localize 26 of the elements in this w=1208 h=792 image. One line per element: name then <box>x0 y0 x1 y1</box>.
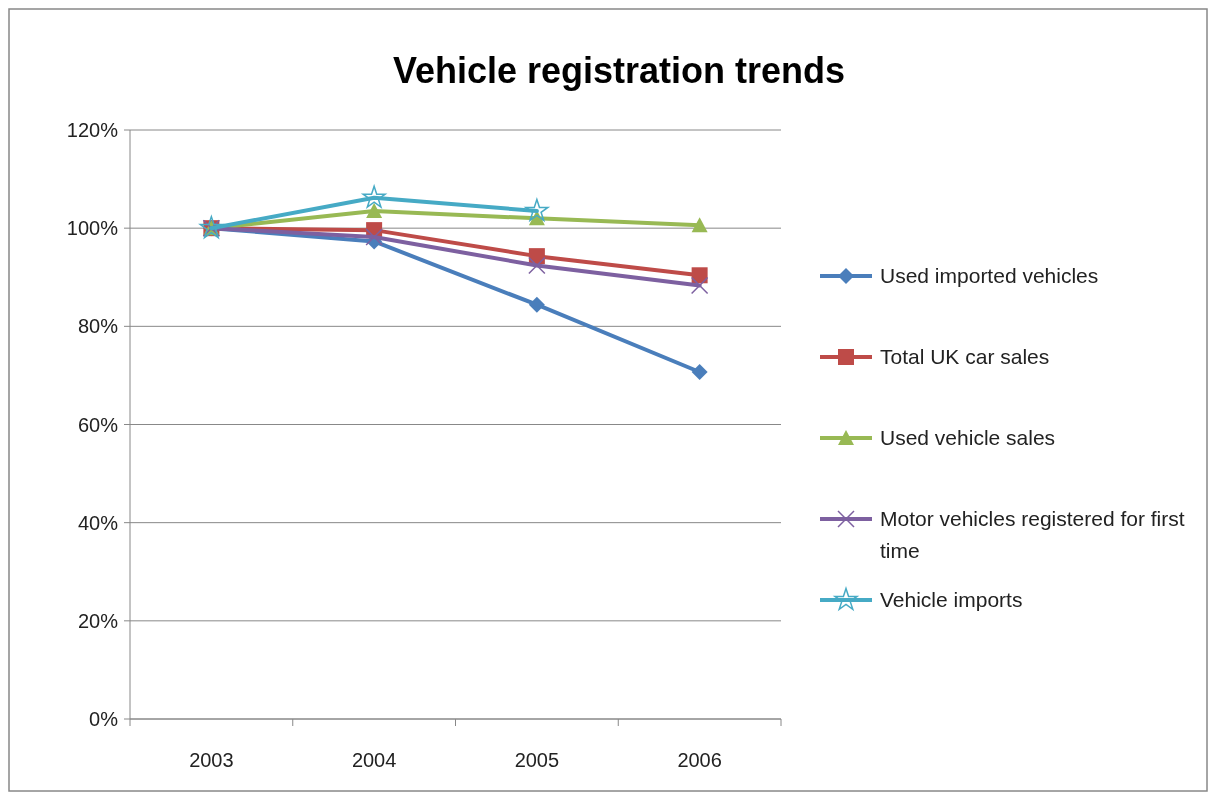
point <box>528 296 545 313</box>
y-tick-label: 100% <box>66 217 119 240</box>
legend-label: Used imported vehicles <box>880 264 1099 287</box>
legend-label: Used vehicle sales <box>880 426 1056 449</box>
point <box>528 256 546 275</box>
x-tick-label: 2003 <box>189 749 234 771</box>
point <box>365 228 383 246</box>
point <box>366 202 383 218</box>
point <box>362 185 386 208</box>
y-tick-label: 120% <box>66 119 119 141</box>
y-tick-label: 60% <box>77 413 119 436</box>
legend-label: Motor vehicles registered for first time <box>880 507 1185 562</box>
legend-label: Total UK car sales <box>880 345 1050 368</box>
x-tick-label: 2004 <box>351 749 397 771</box>
legend-label: Vehicle imports <box>880 588 1023 611</box>
point <box>691 363 708 380</box>
y-tick-label: 40% <box>77 511 119 534</box>
y-tick-label: 0% <box>89 708 119 730</box>
y-tick-label: 20% <box>77 609 119 632</box>
y-tick-label: 80% <box>77 315 119 338</box>
x-tick-label: 2006 <box>677 749 722 771</box>
chart-title: Vehicle registration trends <box>392 50 846 91</box>
point <box>690 276 709 295</box>
x-tick-label: 2005 <box>514 749 560 771</box>
point <box>691 217 708 233</box>
point <box>525 198 549 222</box>
